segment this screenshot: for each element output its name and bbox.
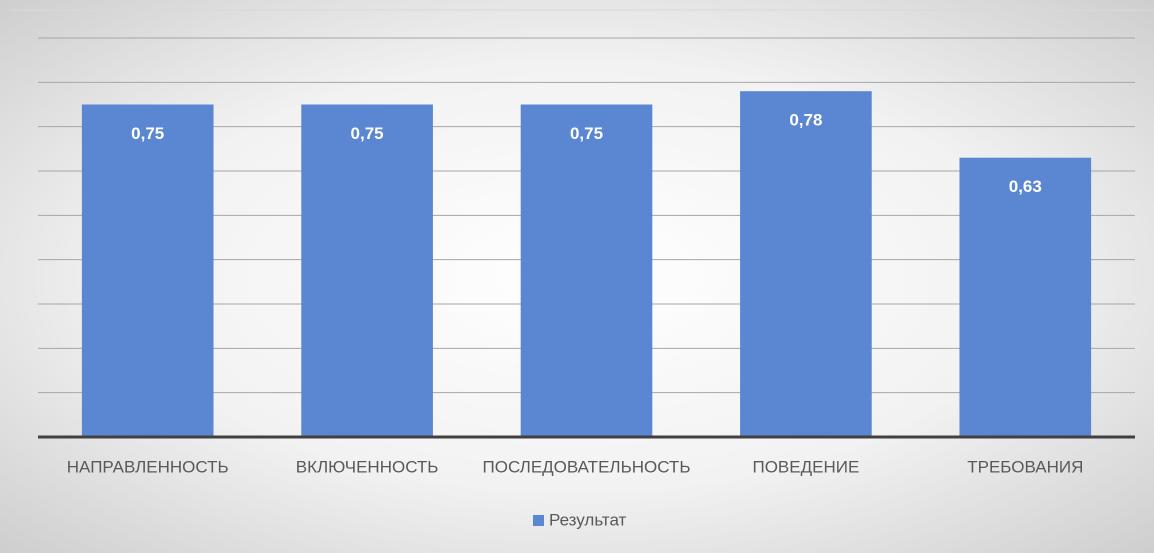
data-label: 0,75: [570, 124, 603, 143]
x-tick-label: ПОВЕДЕНИЕ: [752, 457, 859, 476]
data-label: 0,75: [131, 124, 164, 143]
bar: [520, 104, 653, 437]
bar: [959, 157, 1092, 437]
x-tick-label: ТРЕБОВАНИЯ: [967, 457, 1083, 476]
x-tick-label: НАПРАВЛЕННОСТЬ: [67, 457, 229, 476]
legend-label: Результат: [549, 510, 627, 529]
bar: [740, 91, 872, 437]
x-tick-label: ПОСЛЕДОВАТЕЛЬНОСТЬ: [483, 457, 691, 476]
data-label: 0,78: [789, 111, 822, 130]
bar: [301, 104, 433, 437]
data-label: 0,63: [1009, 177, 1042, 196]
x-tick-label: ВКЛЮЧЕННОСТЬ: [296, 457, 439, 476]
bar: [81, 104, 214, 437]
legend-swatch: [533, 515, 544, 526]
data-label: 0,75: [351, 124, 384, 143]
